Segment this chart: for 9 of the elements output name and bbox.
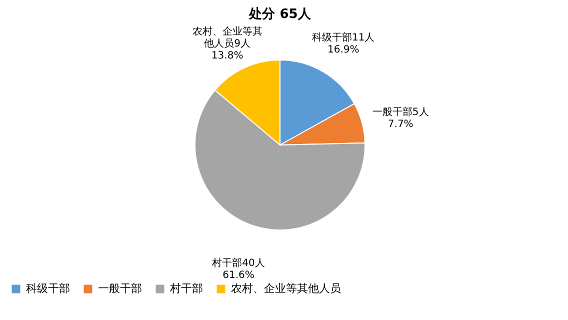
legend-label: 村干部 — [169, 282, 203, 295]
chart-title: 处分 65人 — [248, 7, 312, 22]
data-label: 科级干部11人 16.9% — [312, 31, 375, 56]
legend-label: 农村、企业等其他人员 — [231, 282, 341, 295]
data-label: 村干部40人 61.6% — [211, 256, 265, 281]
legend-label: 一般干部 — [98, 282, 142, 295]
legend-label: 科级干部 — [26, 282, 70, 295]
data-label: 农村、企业等其他人员9人 13.8% — [192, 26, 262, 62]
data-label: 一般干部5人 7.7% — [372, 106, 429, 130]
